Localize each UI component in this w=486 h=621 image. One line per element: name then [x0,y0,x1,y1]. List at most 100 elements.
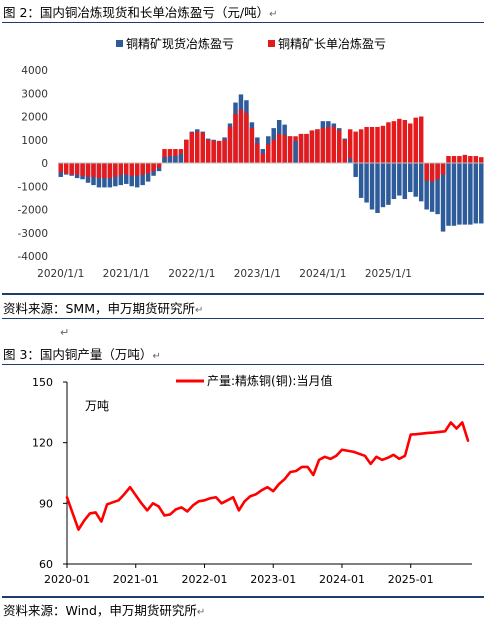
y-tick-label: 0 [41,158,48,170]
bar-long [271,139,276,163]
bar-long [145,163,151,174]
bar-long [440,163,446,175]
bar-long [446,156,451,163]
bar-long [473,156,479,163]
bar-long [58,163,63,173]
bar-spot [413,163,418,197]
bar-long [369,126,375,163]
bar-long [244,113,249,163]
chart-smelting-profit: 铜精矿现货冶炼盈亏 铜精矿长单冶炼盈亏 -4000 -3000 -2000 -1000 0 1… [17,36,484,280]
legend-label-1: 铜精矿现货冶炼盈亏 [126,36,234,51]
figure-3-title-rule [2,364,484,365]
figure-2-title-rule [2,22,484,23]
bar-long [216,140,222,163]
bar-long [331,126,337,163]
bar-spot [479,163,484,224]
figure-2-bottom-rule [2,293,484,295]
bar-long [287,136,293,163]
bar-long [184,139,189,163]
bar-long [129,163,134,176]
figure-3-source: 资料来源：Wind，申万期货研究所↵ [3,603,206,618]
bar-long [162,149,167,163]
bar-long [255,143,260,163]
bar-spot [167,156,173,163]
bar-long [276,133,282,163]
bar-long [80,163,85,176]
bar-spot [347,158,353,163]
bar-long [189,132,195,163]
bar-spot [435,163,440,215]
bar-long [107,163,113,179]
y-tick-label: -2000 [17,205,48,217]
bar-spot [353,163,358,177]
bar-spot [178,153,184,163]
bar-long [173,149,178,163]
bar-long [347,129,353,163]
bar-spot [375,163,380,213]
bar-long [418,116,424,163]
bar-long [249,128,255,164]
x-tick-label: 2020/1/1 [37,268,84,280]
bar-spot [424,163,429,210]
bar-long [167,149,173,163]
bar-long [435,163,440,180]
figure-2-source: 资料来源：SMM，申万期货研究所↵ [3,301,204,316]
bar-long [140,163,145,175]
bar-long [211,140,216,163]
bar-long [424,163,429,181]
bar-spot [473,163,479,224]
bar-long [320,128,326,164]
bar-spot [358,163,364,198]
bar-spot [364,163,369,203]
series-line-refined-copper [65,421,470,531]
x-tick-label: 2023-01 [250,573,296,586]
bar-spot [408,163,413,193]
y-tick-label: -3000 [17,228,48,240]
bar-spot [397,163,402,196]
unit-label: 万吨 [85,399,109,413]
bar-long [233,114,238,163]
bar-long [457,156,462,163]
bar-long [205,139,211,163]
bar-long [353,131,358,163]
bar-long [402,119,408,163]
y-tick-label: 1000 [21,135,48,147]
y-tick-label: 2000 [21,112,48,124]
bar-long [397,118,402,163]
bar-long [63,163,69,174]
bar-long [113,163,118,177]
bar-spot [446,163,451,226]
bar-long [151,163,156,172]
y-tick-label: -4000 [17,251,48,263]
bar-long [429,163,435,182]
y-tick-label: 90 [39,497,53,510]
bar-long [391,121,397,163]
bar-long [91,163,96,177]
bar-long [298,133,304,163]
x-tick-label: 2021/1/1 [103,268,150,280]
y-tick-label: 4000 [21,65,48,77]
legend-label: 产量:精炼铜(铜):当月值 [207,373,332,388]
x-tick-label: 2022/1/1 [168,268,215,280]
x-tick-label: 2024-01 [319,573,365,586]
bar-long [358,129,364,163]
bar-long [195,131,200,163]
bar-long [386,122,391,163]
bar-spot [440,163,446,232]
bar-spot [386,163,391,205]
bar-spot [402,163,408,200]
bar-spot [293,140,298,163]
bar-spot [369,163,375,210]
figure-3-bottom-rule [2,596,484,598]
bar-long [266,144,271,163]
bar-long [337,130,342,163]
bar-spot [418,163,424,202]
bar-long [102,163,107,179]
bar-long [118,163,124,175]
x-tick-label: 2024/1/1 [299,268,346,280]
legend-swatch-1 [116,40,123,47]
bar-spot [451,163,457,226]
bar-long [222,139,227,163]
bar-long [238,109,244,163]
bar-long [462,154,468,163]
